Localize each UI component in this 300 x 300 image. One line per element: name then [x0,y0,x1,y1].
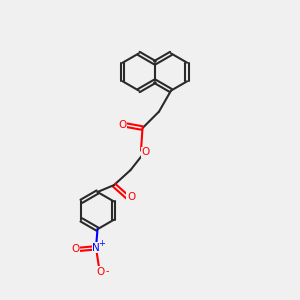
Text: N: N [92,243,100,253]
Text: O: O [71,244,79,254]
Text: -: - [106,266,109,276]
Text: +: + [98,239,105,248]
Text: O: O [118,120,127,130]
Text: O: O [141,147,150,157]
Text: O: O [127,192,135,202]
Text: O: O [96,267,105,277]
